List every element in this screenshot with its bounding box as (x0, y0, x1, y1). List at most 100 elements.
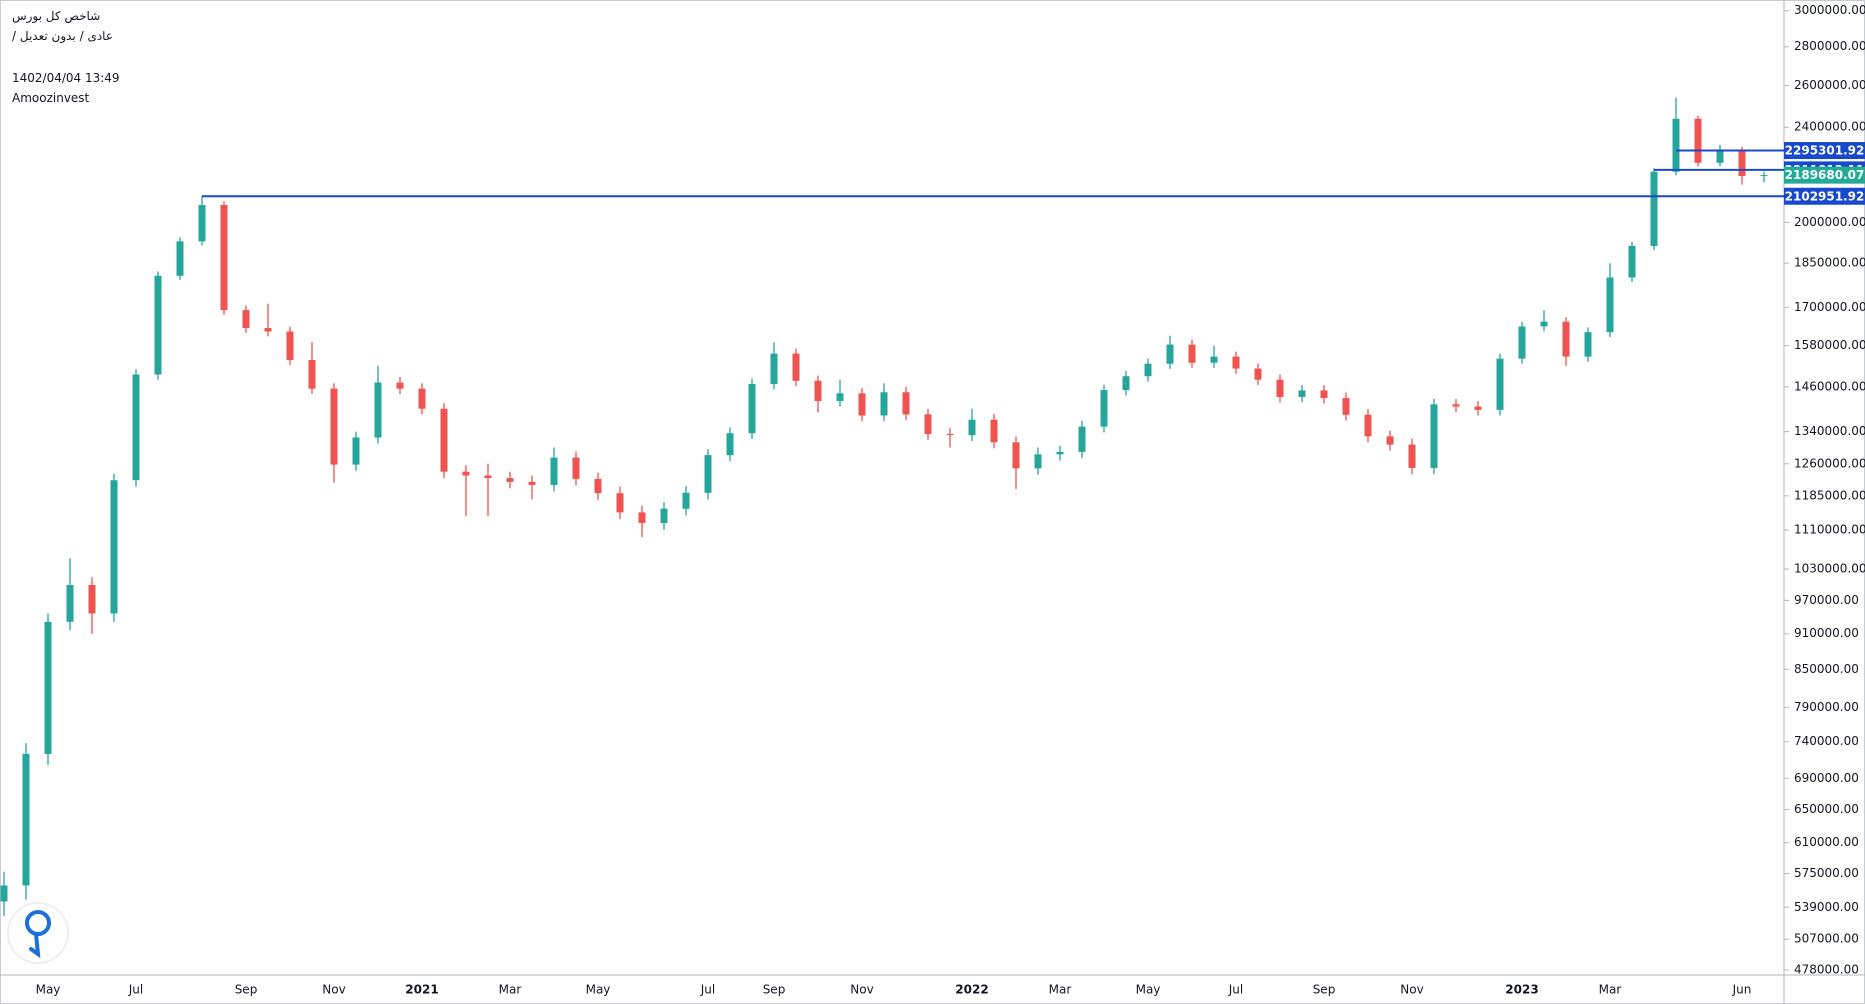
candle-body (1012, 442, 1020, 469)
candle-body (770, 353, 778, 384)
candle-body (1694, 118, 1702, 163)
candle-body (836, 393, 844, 401)
x-tick-label: 2022 (955, 983, 988, 997)
x-tick-label: Mar (499, 983, 522, 997)
candle-body (858, 393, 866, 416)
candle-body (154, 275, 162, 375)
candle-body (1210, 356, 1218, 363)
candle-body (330, 388, 338, 465)
candle-body (242, 310, 250, 329)
candle-body (132, 374, 140, 481)
x-tick-label: Jul (1228, 983, 1243, 997)
candle-body (462, 471, 470, 476)
candle-body (1056, 451, 1064, 455)
candle-body (1144, 363, 1152, 377)
candle-body (220, 205, 228, 311)
y-tick-label: 1340000.00 (1794, 424, 1865, 438)
candle-body (880, 392, 888, 416)
candle-body (682, 492, 690, 509)
x-tick-label: Jun (1732, 983, 1752, 997)
price-label: 2189680.07 (1785, 168, 1865, 182)
candle-body (352, 437, 360, 465)
y-tick-label: 1110000.00 (1794, 522, 1865, 536)
x-tick-label: Nov (322, 983, 345, 997)
candle-body (308, 359, 316, 389)
price-label: 2295301.92 (1785, 144, 1865, 158)
candle-body (1606, 277, 1614, 333)
chart-subtitle: عادی / بدون تعدیل / (12, 29, 113, 43)
candle-body (286, 331, 294, 360)
y-tick-label: 478000.00 (1794, 963, 1859, 977)
timestamp: 1402/04/04 13:49 (12, 71, 120, 85)
candle-body (88, 585, 96, 614)
x-tick-label: Sep (1313, 983, 1336, 997)
candle-body (1078, 426, 1086, 452)
price-label: 2102951.92 (1785, 189, 1865, 203)
logo-tail (29, 932, 41, 959)
price-label-box (1784, 166, 1865, 184)
candle-body (704, 455, 712, 493)
candle-body (264, 328, 272, 332)
candle-body (506, 478, 514, 482)
y-tick-label: 2000000.00 (1794, 215, 1865, 229)
x-tick-label: Jul (700, 983, 715, 997)
x-tick-label: May (36, 983, 61, 997)
candle-body (1562, 321, 1570, 357)
y-tick-label: 507000.00 (1794, 932, 1859, 946)
candle-body (1716, 150, 1724, 163)
x-tick-label: 2023 (1505, 983, 1538, 997)
y-tick-label: 910000.00 (1794, 626, 1859, 640)
y-tick-label: 1700000.00 (1794, 300, 1865, 314)
candle-body (990, 419, 998, 443)
x-tick-label: Mar (1049, 983, 1072, 997)
candle-body (968, 419, 976, 436)
candle-body (374, 382, 382, 438)
candle-body (1628, 245, 1636, 278)
candle-body (1188, 344, 1196, 363)
y-tick-label: 2600000.00 (1794, 78, 1865, 92)
candle-body (1122, 376, 1130, 391)
candle-body (814, 380, 822, 401)
x-tick-label: Nov (850, 983, 873, 997)
candle-body (22, 753, 30, 886)
price-label-box (1784, 142, 1865, 160)
candle-body (1320, 390, 1328, 399)
candle-body (198, 205, 206, 242)
candle-body (1232, 356, 1240, 369)
price-label-box (1784, 187, 1865, 205)
candle-body (1408, 444, 1416, 468)
candle-body (1034, 454, 1042, 469)
candle-body (44, 621, 52, 754)
candle-body (1364, 414, 1372, 437)
x-tick-label: May (1136, 983, 1161, 997)
candle-body (1342, 398, 1350, 415)
candle-body (1100, 390, 1108, 427)
candle-body (792, 353, 800, 381)
candle-body (660, 508, 668, 523)
y-tick-label: 539000.00 (1794, 900, 1859, 914)
y-tick-label: 970000.00 (1794, 593, 1859, 607)
candle-body (528, 481, 536, 485)
candle-body (1540, 321, 1548, 327)
logo (7, 902, 69, 964)
candle-body (176, 241, 184, 276)
y-tick-label: 1460000.00 (1794, 379, 1865, 393)
candle-body (1166, 344, 1174, 364)
y-tick-label: 850000.00 (1794, 662, 1859, 676)
candle-body (572, 457, 580, 479)
candle-body (1298, 390, 1306, 397)
candle-body (484, 475, 492, 479)
candle-body (550, 457, 558, 485)
candle-body (946, 433, 954, 436)
candle-body (902, 392, 910, 415)
y-tick-label: 790000.00 (1794, 700, 1859, 714)
candle-body (1496, 358, 1504, 410)
candle-body (1452, 404, 1460, 407)
candle-body (110, 480, 118, 614)
candle-body (1386, 436, 1394, 445)
y-tick-label: 1185000.00 (1794, 488, 1865, 502)
brand: Amoozinvest (12, 91, 90, 105)
